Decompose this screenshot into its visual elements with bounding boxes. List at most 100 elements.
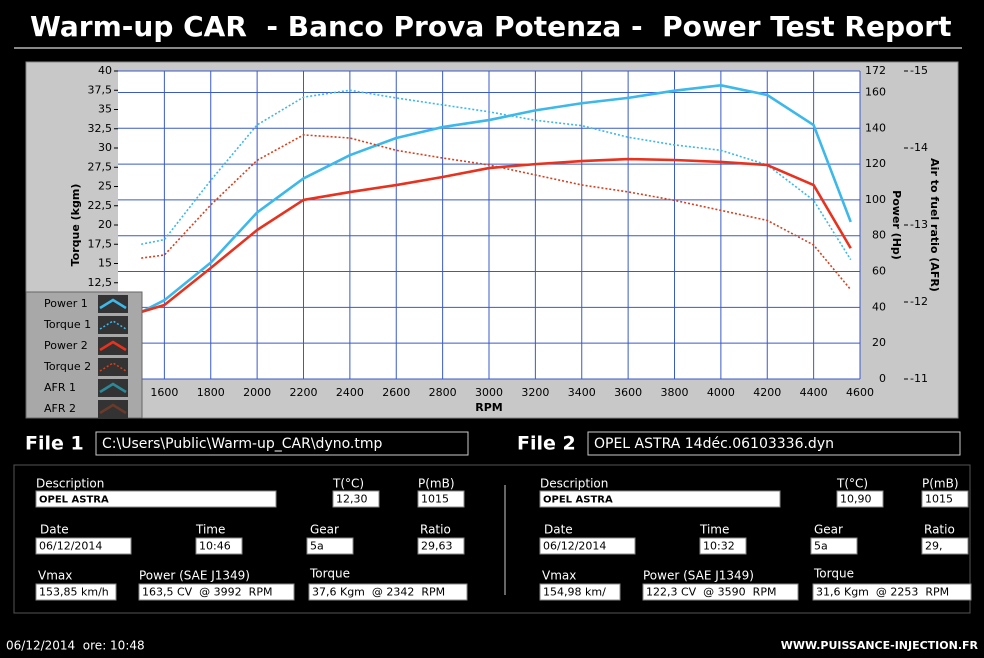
field-label: Torque	[813, 567, 854, 581]
y2-tick-label: 140	[865, 121, 886, 134]
y-axis-label: Torque (kgm)	[69, 184, 82, 267]
field-value: 153,85 km/h	[39, 586, 109, 599]
x-tick-label: 4600	[846, 386, 874, 399]
field-box	[699, 537, 747, 555]
y2-tick-label: 172	[865, 64, 886, 77]
legend-swatch-bg	[98, 379, 128, 397]
field-box	[539, 537, 636, 555]
x-tick-label: 3000	[475, 386, 503, 399]
series-line	[141, 134, 852, 291]
legend-swatch-bg	[98, 400, 128, 418]
field-value: 5a	[814, 540, 828, 553]
field-label: Gear	[310, 523, 339, 537]
field-label: Torque	[309, 567, 350, 581]
x-tick-label: 2400	[336, 386, 364, 399]
y-tick-label: 37,5	[88, 83, 113, 96]
field-value: 154,98 km/	[543, 586, 606, 599]
legend-swatch	[99, 340, 127, 352]
x-tick-label: 2200	[290, 386, 318, 399]
field-label: Description	[36, 477, 104, 491]
field-value: OPEL ASTRA	[543, 495, 613, 506]
y3-tick-label: -13	[910, 218, 928, 231]
legend-label: Torque 2	[43, 360, 91, 373]
field-label: Gear	[814, 523, 843, 537]
field-value: 5a	[310, 540, 324, 553]
legend-swatch-bg	[98, 358, 128, 376]
field-value: 10:46	[199, 540, 231, 553]
x-tick-label: 3800	[661, 386, 689, 399]
field-value: 31,6 Kgm @ 2253 RPM	[816, 586, 949, 599]
y2-axis-label: Power (Hp)	[890, 190, 903, 260]
field-value: 122,3 CV @ 3590 RPM	[646, 586, 776, 599]
field-label: Vmax	[542, 569, 576, 583]
series-line	[140, 157, 852, 314]
field-value: 12,30	[336, 493, 368, 506]
field-box	[642, 583, 799, 601]
file-box	[95, 431, 469, 456]
field-box	[810, 537, 858, 555]
field-box	[812, 583, 972, 601]
field-label: Power (SAE J1349)	[643, 569, 754, 583]
x-tick-label: 2600	[382, 386, 410, 399]
legend-label: AFR 1	[44, 381, 76, 394]
y-tick-label: 20	[98, 218, 112, 231]
legend-label: AFR 2	[44, 402, 76, 415]
x-tick-label: 4000	[707, 386, 735, 399]
y2-tick-label: 20	[872, 336, 886, 349]
y3-tick-label: -15	[910, 64, 928, 77]
y2-tick-label: 160	[865, 85, 886, 98]
y-tick-label: 15	[98, 257, 112, 270]
field-value: 1015	[421, 493, 449, 506]
x-axis-label: RPM	[475, 401, 502, 414]
y-tick-label: 32,5	[88, 122, 113, 135]
field-box	[417, 537, 465, 555]
legend-swatch	[99, 298, 127, 310]
y2-tick-label: 40	[872, 300, 886, 313]
field-label: Date	[40, 523, 69, 537]
field-label: T(°C)	[836, 477, 868, 491]
footer-datetime: 06/12/2014 ore: 10:48	[6, 639, 145, 653]
field-label: Description	[540, 477, 608, 491]
legend-swatch	[99, 362, 127, 372]
field-label: Vmax	[38, 569, 72, 583]
field-box	[417, 490, 465, 508]
x-tick-label: 1600	[150, 386, 178, 399]
y3-tick-label: -12	[910, 295, 928, 308]
x-tick-label: 1800	[197, 386, 225, 399]
field-label: Time	[195, 523, 225, 537]
field-box	[306, 537, 354, 555]
x-tick-label: 3200	[521, 386, 549, 399]
y3-tick-label: -14	[910, 141, 928, 154]
y2-tick-label: 0	[879, 372, 886, 385]
y3-tick-label: -11	[910, 372, 928, 385]
y-tick-label: 17,5	[88, 237, 113, 250]
y-tick-label: 22,5	[88, 199, 113, 212]
legend-swatch	[99, 320, 127, 330]
y2-tick-label: 100	[865, 193, 886, 206]
field-box	[539, 583, 621, 601]
field-value: 1015	[925, 493, 953, 506]
field-box	[921, 537, 969, 555]
field-label: Ratio	[420, 523, 451, 537]
y-tick-label: 27,5	[88, 160, 113, 173]
report-title: Warm-up CAR - Banco Prova Potenza - Powe…	[30, 10, 951, 43]
field-box	[35, 490, 277, 508]
legend-label: Torque 1	[43, 318, 91, 331]
y-tick-label: 35	[98, 103, 112, 116]
file-label: File 2	[517, 433, 576, 455]
x-tick-label: 2800	[429, 386, 457, 399]
field-box	[35, 537, 132, 555]
y-tick-label: 12,5	[88, 276, 113, 289]
field-box	[308, 583, 468, 601]
field-label: P(mB)	[418, 477, 455, 491]
field-label: Power (SAE J1349)	[139, 569, 250, 583]
y2-tick-label: 120	[865, 157, 886, 170]
x-tick-label: 2000	[243, 386, 271, 399]
field-box	[138, 583, 295, 601]
field-box	[195, 537, 243, 555]
y2-tick-label: 60	[872, 265, 886, 278]
y-tick-label: 40	[98, 64, 112, 77]
field-value: 06/12/2014	[39, 540, 102, 553]
field-value: OPEL ASTRA	[39, 495, 109, 506]
